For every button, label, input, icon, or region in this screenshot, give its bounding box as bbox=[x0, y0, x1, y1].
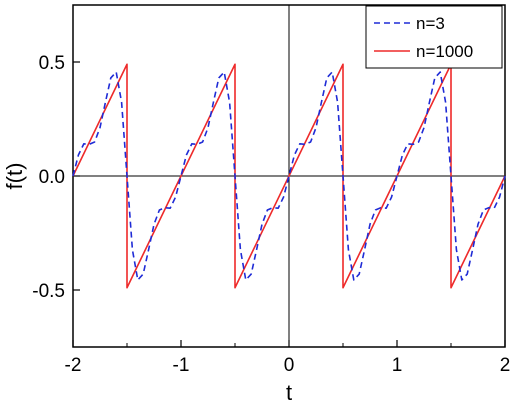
x-tick-label: 2 bbox=[500, 355, 511, 376]
legend-box bbox=[365, 5, 503, 69]
x-tick-label: 1 bbox=[392, 355, 403, 376]
x-axis-ticks: -2 -1 0 1 2 bbox=[65, 340, 511, 376]
series-layer bbox=[72, 63, 506, 289]
legend-label: n=1000 bbox=[416, 42, 473, 61]
y-tick-label: -0.5 bbox=[32, 281, 65, 302]
legend: n=3 n=1000 bbox=[365, 5, 503, 69]
y-tick-label: 0.0 bbox=[39, 167, 65, 188]
x-tick-label: -2 bbox=[65, 355, 82, 376]
series-line-n=3 bbox=[72, 71, 506, 281]
x-tick-label: 0 bbox=[284, 355, 295, 376]
y-axis-ticks: -0.5 0.0 0.5 bbox=[32, 53, 80, 302]
y-tick-label: 0.5 bbox=[39, 53, 65, 74]
legend-label: n=3 bbox=[416, 14, 445, 33]
x-axis-title: t bbox=[286, 380, 292, 405]
y-axis-title: f(t) bbox=[2, 163, 27, 190]
x-tick-label: -1 bbox=[173, 355, 190, 376]
